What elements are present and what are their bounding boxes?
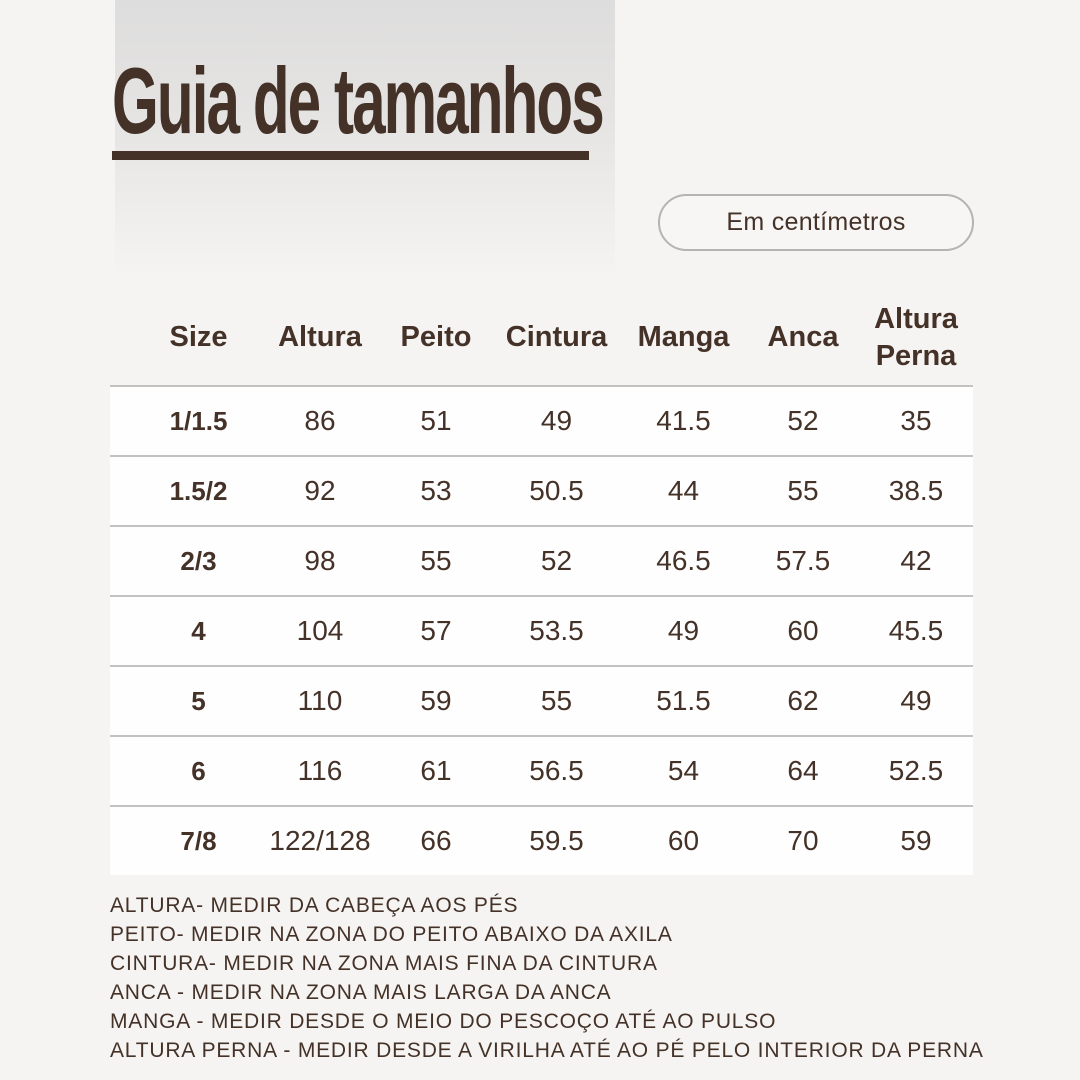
table-cell: 57 xyxy=(379,595,493,666)
size-cell: 1.5/2 xyxy=(110,455,261,526)
table-cell: 42 xyxy=(859,525,973,596)
size-cell: 6 xyxy=(110,735,261,806)
header-altura-perna: Altura Perna xyxy=(874,303,958,372)
table-cell: 45.5 xyxy=(859,595,973,666)
table-cell: 38.5 xyxy=(859,455,973,526)
header-cintura: Cintura xyxy=(505,321,608,354)
table-cell: 49 xyxy=(859,665,973,736)
measurement-notes: ALTURA- MEDIR DA CABEÇA AOS PÉS PEITO- M… xyxy=(110,891,984,1065)
table-cell: 57.5 xyxy=(747,525,859,596)
size-cell: 1/1.5 xyxy=(110,385,261,456)
table-row: 7/8 122/128 66 59.5 60 70 59 xyxy=(110,805,973,875)
header-size: Size xyxy=(169,321,228,354)
note-manga: MANGA - MEDIR DESDE O MEIO DO PESCOÇO AT… xyxy=(110,1010,777,1033)
table-cell: 51 xyxy=(379,385,493,456)
note-altura-perna: ALTURA PERNA - MEDIR DESDE A VIRILHA ATÉ… xyxy=(110,1039,984,1062)
size-cell: 7/8 xyxy=(110,805,261,875)
size-table-header: Size Altura Peito Cintura Manga Anca Alt… xyxy=(110,290,973,386)
header-altura: Altura xyxy=(278,321,362,354)
table-cell: 41.5 xyxy=(620,385,747,456)
table-cell: 122/128 xyxy=(261,805,379,875)
table-cell: 59 xyxy=(379,665,493,736)
table-cell: 98 xyxy=(261,525,379,596)
header-manga: Manga xyxy=(637,321,730,354)
table-cell: 104 xyxy=(261,595,379,666)
table-cell: 92 xyxy=(261,455,379,526)
table-row: 5 110 59 55 51.5 62 49 xyxy=(110,665,973,736)
table-row: 2/3 98 55 52 46.5 57.5 42 xyxy=(110,525,973,596)
table-cell: 66 xyxy=(379,805,493,875)
unit-badge-label: Em centímetros xyxy=(726,208,906,236)
table-cell: 59 xyxy=(859,805,973,875)
table-cell: 49 xyxy=(493,385,620,456)
table-row: 4 104 57 53.5 49 60 45.5 xyxy=(110,595,973,666)
size-cell: 4 xyxy=(110,595,261,666)
header-anca: Anca xyxy=(767,321,839,354)
table-cell: 61 xyxy=(379,735,493,806)
size-table: Size Altura Peito Cintura Manga Anca Alt… xyxy=(110,290,973,875)
unit-badge: Em centímetros xyxy=(658,194,974,251)
table-cell: 116 xyxy=(261,735,379,806)
note-cintura: CINTURA- MEDIR NA ZONA MAIS FINA DA CINT… xyxy=(110,952,658,975)
size-table-body: 1/1.5 86 51 49 41.5 52 35 1.5/2 92 53 50… xyxy=(110,385,973,875)
title-underline xyxy=(112,151,589,160)
table-cell: 46.5 xyxy=(620,525,747,596)
table-cell: 56.5 xyxy=(493,735,620,806)
table-cell: 55 xyxy=(493,665,620,736)
table-cell: 49 xyxy=(620,595,747,666)
table-cell: 53 xyxy=(379,455,493,526)
table-row: 6 116 61 56.5 54 64 52.5 xyxy=(110,735,973,806)
note-peito: PEITO- MEDIR NA ZONA DO PEITO ABAIXO DA … xyxy=(110,923,673,946)
table-row: 1/1.5 86 51 49 41.5 52 35 xyxy=(110,385,973,456)
note-altura: ALTURA- MEDIR DA CABEÇA AOS PÉS xyxy=(110,894,519,917)
table-cell: 60 xyxy=(620,805,747,875)
table-cell: 60 xyxy=(747,595,859,666)
table-cell: 53.5 xyxy=(493,595,620,666)
size-cell: 5 xyxy=(110,665,261,736)
note-anca: ANCA - MEDIR NA ZONA MAIS LARGA DA ANCA xyxy=(110,981,612,1004)
table-cell: 64 xyxy=(747,735,859,806)
table-cell: 59.5 xyxy=(493,805,620,875)
table-cell: 54 xyxy=(620,735,747,806)
table-cell: 52.5 xyxy=(859,735,973,806)
header-peito: Peito xyxy=(400,321,472,354)
table-cell: 55 xyxy=(379,525,493,596)
table-row: 1.5/2 92 53 50.5 44 55 38.5 xyxy=(110,455,973,526)
table-cell: 51.5 xyxy=(620,665,747,736)
table-cell: 52 xyxy=(747,385,859,456)
table-cell: 86 xyxy=(261,385,379,456)
table-cell: 44 xyxy=(620,455,747,526)
header-row: Size Altura Peito Cintura Manga Anca Alt… xyxy=(110,290,973,386)
table-cell: 55 xyxy=(747,455,859,526)
table-cell: 62 xyxy=(747,665,859,736)
size-cell: 2/3 xyxy=(110,525,261,596)
table-cell: 35 xyxy=(859,385,973,456)
table-cell: 52 xyxy=(493,525,620,596)
table-cell: 50.5 xyxy=(493,455,620,526)
table-cell: 70 xyxy=(747,805,859,875)
table-cell: 110 xyxy=(261,665,379,736)
page-title: Guia de tamanhos xyxy=(112,48,605,153)
